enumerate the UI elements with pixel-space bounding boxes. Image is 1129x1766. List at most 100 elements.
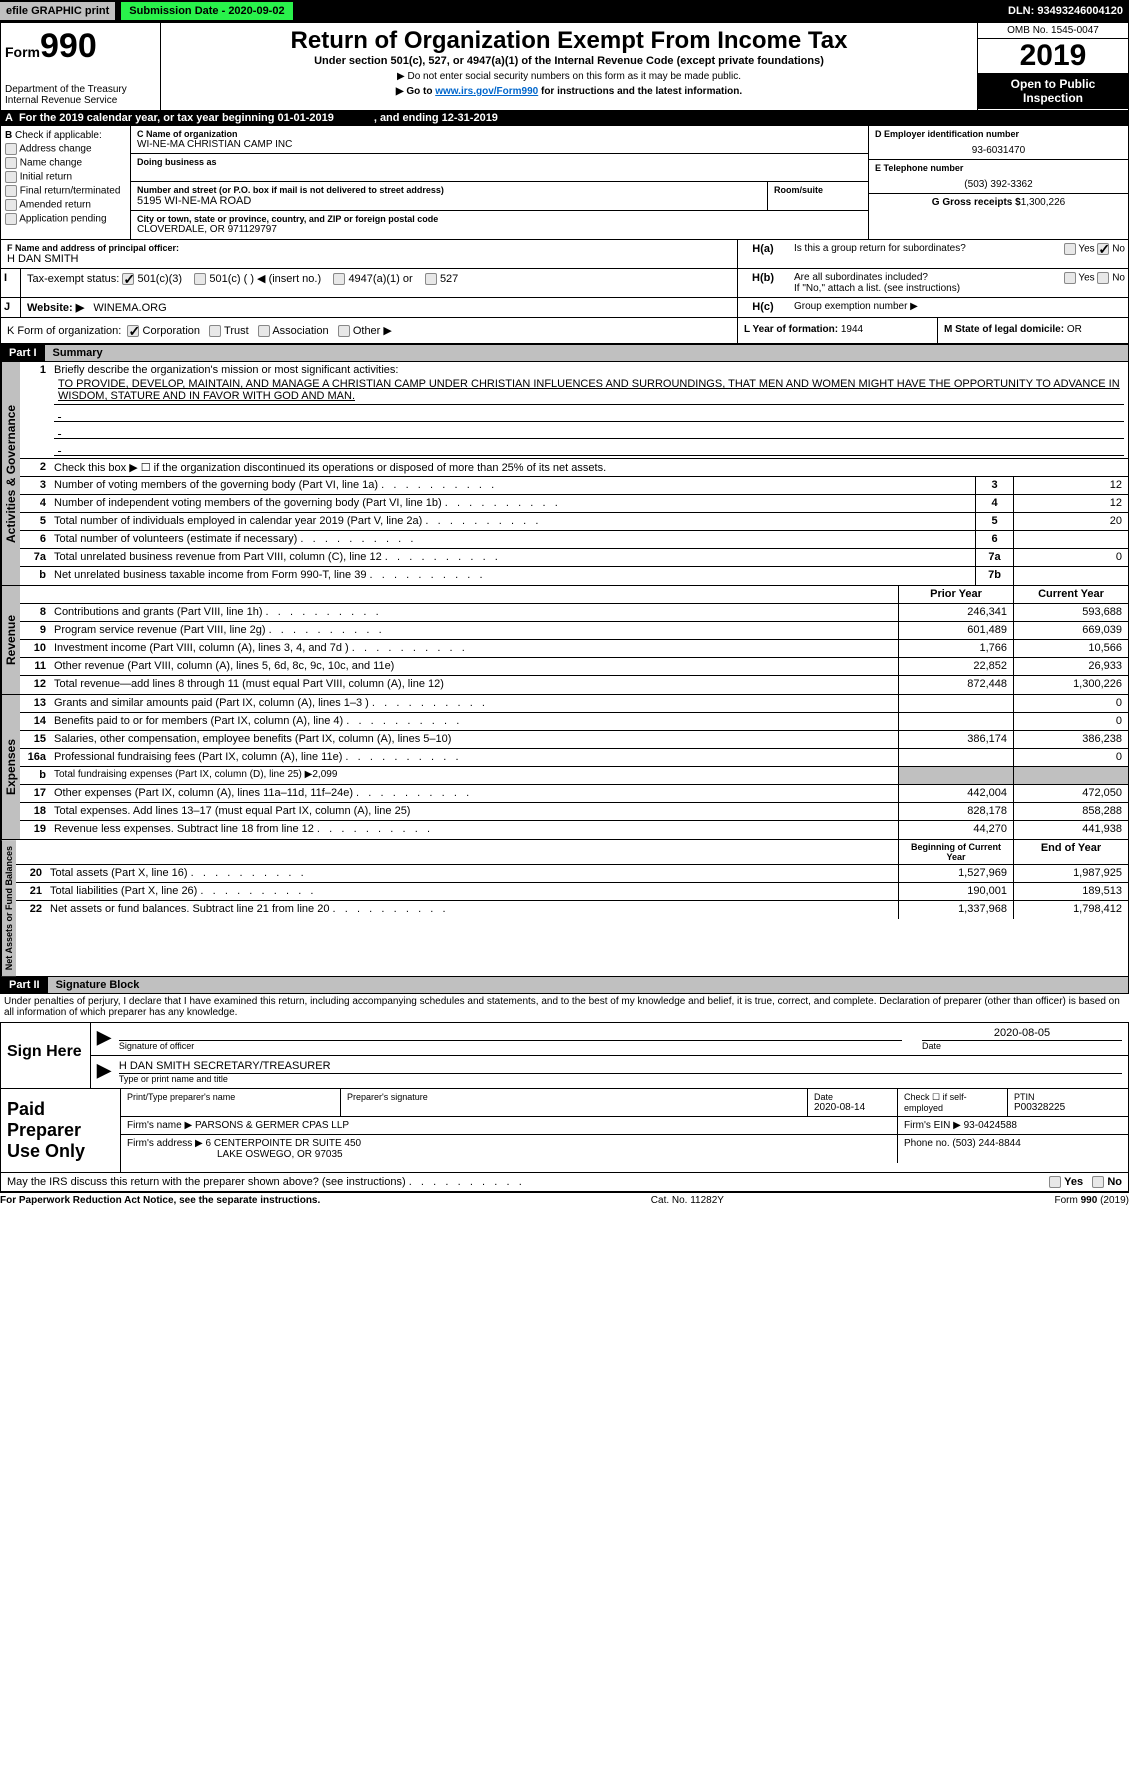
checkbox-application-pending[interactable] [5, 213, 17, 225]
l15-curr: 386,238 [1013, 731, 1128, 748]
state-domicile: OR [1067, 324, 1082, 335]
dept-treasury: Department of the Treasury [5, 84, 156, 95]
org-name-label: C Name of organization [137, 129, 862, 139]
website: WINEMA.ORG [93, 302, 166, 314]
inspection-label: Open to Public Inspection [978, 73, 1128, 109]
website-label: Website: ▶ [27, 302, 84, 314]
l18-prior: 828,178 [898, 803, 1013, 820]
hb-yes[interactable] [1064, 272, 1076, 284]
checkbox-initial-return[interactable] [5, 171, 17, 183]
form-number: 990 [40, 27, 97, 65]
tax-year: 2019 [978, 39, 1128, 73]
l19-curr: 441,938 [1013, 821, 1128, 839]
l21-eoy: 189,513 [1013, 883, 1128, 900]
chk-527[interactable] [425, 273, 437, 285]
form-header: Form990 Department of the Treasury Inter… [0, 22, 1129, 111]
chk-assoc[interactable] [258, 325, 270, 337]
omb-number: OMB No. 1545-0047 [978, 23, 1128, 39]
form-ref: Form 990 (2019) [1055, 1195, 1129, 1206]
l13-curr: 0 [1013, 695, 1128, 712]
irs-link[interactable]: www.irs.gov/Form990 [435, 86, 538, 97]
city: CLOVERDALE, OR 971129797 [137, 224, 862, 235]
checkbox-amended-return[interactable] [5, 199, 17, 211]
mission-label: Briefly describe the organization's miss… [54, 364, 398, 376]
city-label: City or town, state or province, country… [137, 214, 862, 224]
part1-header: Part I [1, 345, 45, 361]
hb-text: Are all subordinates included? [794, 272, 928, 283]
l15-prior: 386,174 [898, 731, 1013, 748]
chk-trust[interactable] [209, 325, 221, 337]
l16b-prior [898, 767, 1013, 784]
gross-receipts: 1,300,226 [1021, 197, 1066, 208]
footer: For Paperwork Reduction Act Notice, see … [0, 1192, 1129, 1208]
hc-text: Group exemption number ▶ [794, 301, 918, 312]
l10-curr: 10,566 [1013, 640, 1128, 657]
l8-prior: 246,341 [898, 604, 1013, 621]
chk-4947[interactable] [333, 273, 345, 285]
ha-text: Is this a group return for subordinates? [794, 243, 966, 254]
submission-date: Submission Date - 2020-09-02 [121, 2, 292, 20]
l12-curr: 1,300,226 [1013, 676, 1128, 694]
chk-501c3[interactable] [122, 273, 134, 285]
sig-label: Signature of officer [119, 1041, 902, 1051]
chk-other[interactable] [338, 325, 350, 337]
chk-501c[interactable] [194, 273, 206, 285]
l16a-curr: 0 [1013, 749, 1128, 766]
officer-sig-name: H DAN SMITH SECRETARY/TREASURER [119, 1060, 1122, 1074]
goto-note: ▶ Go to www.irs.gov/Form990 for instruct… [165, 86, 973, 97]
ein-label: D Employer identification number [875, 129, 1122, 139]
l20-boy: 1,527,969 [898, 865, 1013, 882]
tax-exempt-label: Tax-exempt status: [27, 273, 119, 285]
mission-text: TO PROVIDE, DEVELOP, MAINTAIN, AND MANAG… [54, 376, 1124, 405]
part2-title: Signature Block [48, 977, 1128, 993]
l7a-val: 0 [1013, 549, 1128, 566]
chk-corp[interactable] [127, 325, 139, 337]
ptin: P00328225 [1014, 1102, 1122, 1113]
l8-curr: 593,688 [1013, 604, 1128, 621]
l14-curr: 0 [1013, 713, 1128, 730]
checkbox-address-change[interactable] [5, 143, 17, 155]
l7b-val [1013, 567, 1128, 585]
ha-no[interactable] [1097, 243, 1109, 255]
hb-text2: If "No," attach a list. (see instruction… [794, 283, 960, 294]
irs-label: Internal Revenue Service [5, 95, 156, 106]
checkbox-name-change[interactable] [5, 157, 17, 169]
form-prefix: Form [5, 44, 40, 60]
sign-here-label: Sign Here [1, 1023, 91, 1088]
paid-preparer-block: Paid Preparer Use Only Print/Type prepar… [0, 1089, 1129, 1173]
may-yes[interactable] [1049, 1176, 1061, 1188]
paid-label: Paid Preparer Use Only [1, 1089, 121, 1172]
may-discuss: May the IRS discuss this return with the… [1, 1173, 928, 1191]
firm-addr1: 6 CENTERPOINTE DR SUITE 450 [206, 1138, 362, 1149]
l9-curr: 669,039 [1013, 622, 1128, 639]
officer-name: H DAN SMITH [7, 253, 731, 265]
tab-activities: Activities & Governance [1, 362, 20, 585]
tab-expenses: Expenses [1, 695, 20, 839]
l12-prior: 872,448 [898, 676, 1013, 694]
top-bar: efile GRAPHIC print Submission Date - 20… [0, 0, 1129, 22]
l22-boy: 1,337,968 [898, 901, 1013, 919]
dba-label: Doing business as [137, 157, 862, 167]
form-subtitle: Under section 501(c), 527, or 4947(a)(1)… [165, 55, 973, 67]
l17-curr: 472,050 [1013, 785, 1128, 802]
ha-yes[interactable] [1064, 243, 1076, 255]
checkbox-final-return[interactable] [5, 185, 17, 197]
l10-prior: 1,766 [898, 640, 1013, 657]
l13-prior [898, 695, 1013, 712]
l22-eoy: 1,798,412 [1013, 901, 1128, 919]
cat-no: Cat. No. 11282Y [651, 1195, 724, 1206]
k-label: K Form of organization: [7, 325, 121, 337]
section-a-ending: , and ending 12-31-2019 [374, 112, 498, 124]
part2-header: Part II [1, 977, 48, 993]
l6-val [1013, 531, 1128, 548]
l21-boy: 190,001 [898, 883, 1013, 900]
l3-val: 12 [1013, 477, 1128, 494]
dln: DLN: 93493246004120 [1008, 5, 1129, 17]
hb-no[interactable] [1097, 272, 1109, 284]
may-no[interactable] [1092, 1176, 1104, 1188]
section-b: B Check if applicable: Address change Na… [1, 126, 131, 239]
sign-block: Sign Here ▶ Signature of officer 2020-08… [0, 1022, 1129, 1089]
self-employed-check[interactable]: Check ☐ if self-employed [898, 1089, 1008, 1116]
line2-text: Check this box ▶ ☐ if the organization d… [50, 459, 1128, 476]
street: 5195 WI-NE-MA ROAD [137, 195, 761, 207]
